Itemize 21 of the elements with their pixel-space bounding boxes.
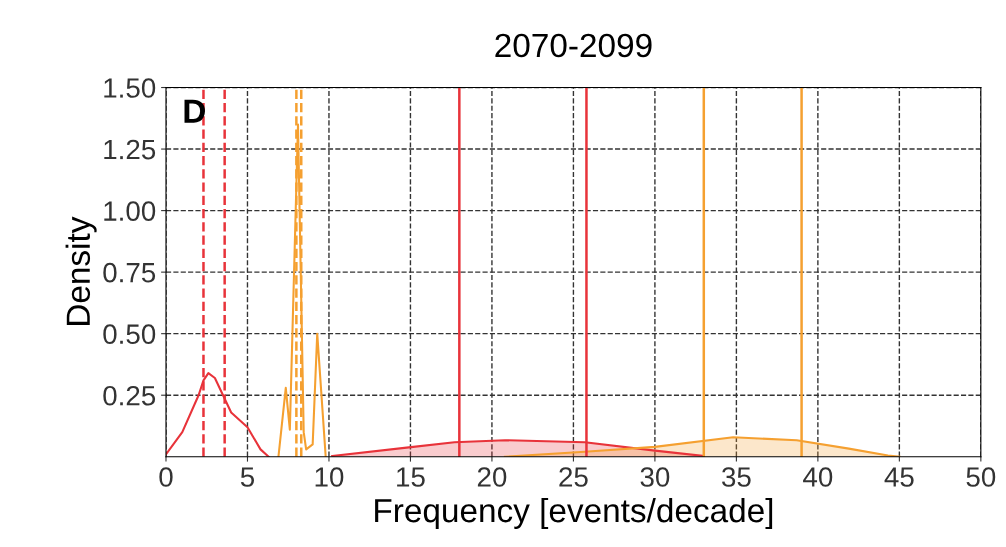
x-tick-label: 10 — [315, 467, 344, 487]
y-tick-label: 1.25 — [104, 139, 156, 160]
x-tick-label: 15 — [397, 467, 425, 487]
y-tick-label: 1.50 — [104, 78, 156, 98]
x-tick-label: 25 — [559, 467, 588, 487]
x-tick-label: 0 — [159, 467, 173, 487]
x-tick-label: 30 — [640, 467, 670, 487]
x-tick-label: 35 — [722, 467, 751, 487]
annotation: D — [184, 99, 205, 123]
y-tick-label: 0.25 — [103, 385, 156, 406]
y-tick-label: 0.75 — [103, 262, 156, 283]
x-tick-label: 45 — [884, 467, 914, 487]
x-tick-label: 20 — [477, 467, 507, 487]
y-tick-label: 1.00 — [104, 201, 156, 221]
x-tick-label: 50 — [966, 467, 996, 487]
x-axis-title: Frequency [events/decade] — [375, 497, 773, 529]
chart-title: 2070-2099 — [495, 33, 652, 58]
y-axis-title: Density — [65, 216, 97, 325]
x-tick-label: 5 — [240, 467, 255, 487]
y-tick-label: 0.50 — [103, 324, 156, 345]
x-tick-label: 40 — [803, 467, 833, 487]
